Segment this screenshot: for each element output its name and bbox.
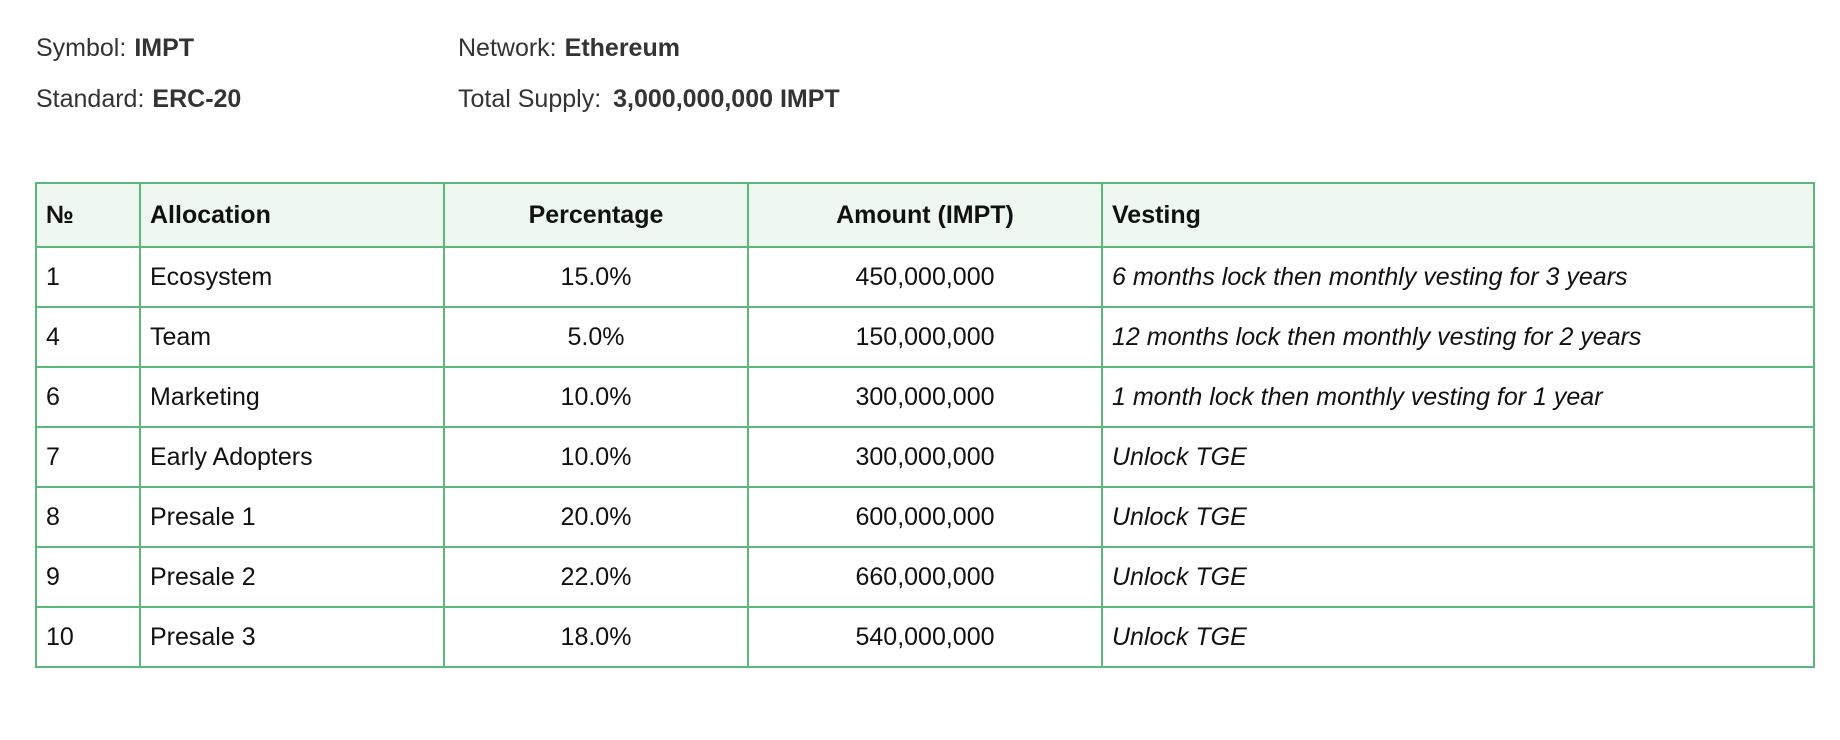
cell-allocation: Presale 2 [139, 546, 445, 608]
cell-number: 7 [35, 426, 141, 488]
table-header: № Allocation Percentage Amount (IMPT) Ve… [35, 182, 1815, 248]
cell-amount: 300,000,000 [747, 426, 1103, 488]
network-field: Network: Ethereum [458, 34, 680, 63]
table-row: 4 Team 5.0% 150,000,000 12 months lock t… [35, 306, 1815, 368]
table-row: 7 Early Adopters 10.0% 300,000,000 Unloc… [35, 426, 1815, 488]
cell-vesting: Unlock TGE [1101, 486, 1815, 548]
cell-percentage: 22.0% [443, 546, 749, 608]
token-info: Symbol: IMPT Network: Ethereum Standard: ER… [36, 28, 1736, 138]
cell-percentage: 10.0% [443, 366, 749, 428]
cell-vesting: Unlock TGE [1101, 606, 1815, 668]
header-row: № Allocation Percentage Amount (IMPT) Ve… [35, 182, 1815, 248]
network-label: Network: [458, 34, 557, 62]
cell-number: 4 [35, 306, 141, 368]
cell-number: 10 [35, 606, 141, 668]
cell-amount: 450,000,000 [747, 246, 1103, 308]
table-row: 10 Presale 3 18.0% 540,000,000 Unlock TG… [35, 606, 1815, 668]
header-vesting: Vesting [1101, 182, 1815, 248]
cell-vesting: 1 month lock then monthly vesting for 1 … [1101, 366, 1815, 428]
cell-amount: 600,000,000 [747, 486, 1103, 548]
cell-allocation: Marketing [139, 366, 445, 428]
cell-allocation: Early Adopters [139, 426, 445, 488]
table-body: 1 Ecosystem 15.0% 450,000,000 6 months l… [35, 246, 1815, 668]
cell-percentage: 15.0% [443, 246, 749, 308]
symbol-value: IMPT [134, 34, 195, 62]
table-row: 1 Ecosystem 15.0% 450,000,000 6 months l… [35, 246, 1815, 308]
cell-number: 1 [35, 246, 141, 308]
cell-amount: 300,000,000 [747, 366, 1103, 428]
cell-vesting: Unlock TGE [1101, 546, 1815, 608]
cell-percentage: 10.0% [443, 426, 749, 488]
cell-allocation: Ecosystem [139, 246, 445, 308]
standard-label: Standard: [36, 85, 145, 113]
network-value: Ethereum [564, 34, 680, 62]
cell-number: 8 [35, 486, 141, 548]
cell-amount: 150,000,000 [747, 306, 1103, 368]
symbol-field: Symbol: IMPT [36, 34, 194, 63]
total-supply-field: Total Supply: 3,000,000,000 IMPT [458, 85, 840, 114]
cell-allocation: Presale 3 [139, 606, 445, 668]
cell-number: 6 [35, 366, 141, 428]
standard-value: ERC-20 [152, 85, 242, 113]
cell-percentage: 18.0% [443, 606, 749, 668]
header-number: № [35, 182, 141, 248]
cell-vesting: Unlock TGE [1101, 426, 1815, 488]
header-amount: Amount (IMPT) [747, 182, 1103, 248]
allocation-table: № Allocation Percentage Amount (IMPT) Ve… [35, 182, 1815, 668]
table-row: 8 Presale 1 20.0% 600,000,000 Unlock TGE [35, 486, 1815, 548]
total-supply-label: Total Supply: [458, 85, 602, 113]
total-supply-value: 3,000,000,000 IMPT [613, 85, 840, 113]
table-row: 9 Presale 2 22.0% 660,000,000 Unlock TGE [35, 546, 1815, 608]
cell-allocation: Presale 1 [139, 486, 445, 548]
cell-percentage: 20.0% [443, 486, 749, 548]
symbol-label: Symbol: [36, 34, 127, 62]
standard-field: Standard: ERC-20 [36, 85, 241, 114]
cell-percentage: 5.0% [443, 306, 749, 368]
cell-amount: 540,000,000 [747, 606, 1103, 668]
cell-amount: 660,000,000 [747, 546, 1103, 608]
table-row: 6 Marketing 10.0% 300,000,000 1 month lo… [35, 366, 1815, 428]
header-allocation: Allocation [139, 182, 445, 248]
cell-vesting: 12 months lock then monthly vesting for … [1101, 306, 1815, 368]
cell-allocation: Team [139, 306, 445, 368]
cell-vesting: 6 months lock then monthly vesting for 3… [1101, 246, 1815, 308]
header-percentage: Percentage [443, 182, 749, 248]
cell-number: 9 [35, 546, 141, 608]
